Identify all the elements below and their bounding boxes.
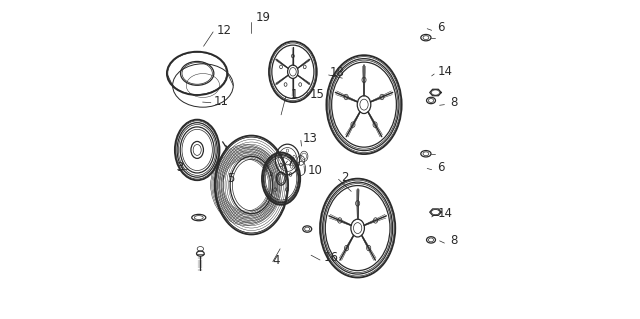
Text: 1: 1: [291, 88, 298, 100]
Text: 13: 13: [303, 132, 318, 145]
Text: 14: 14: [438, 65, 453, 78]
Text: 4: 4: [272, 255, 280, 267]
Text: 7: 7: [287, 156, 294, 168]
Text: 12: 12: [217, 24, 232, 37]
Text: 14: 14: [438, 207, 453, 219]
Text: 18: 18: [330, 66, 344, 79]
Text: 6: 6: [437, 21, 445, 33]
Text: 6: 6: [437, 161, 445, 174]
Text: 19: 19: [255, 11, 270, 24]
Text: 10: 10: [307, 164, 322, 177]
Text: 16: 16: [323, 251, 338, 264]
Text: 15: 15: [310, 88, 324, 100]
Text: 3: 3: [177, 161, 184, 174]
Text: 11: 11: [214, 95, 228, 108]
Text: 8: 8: [450, 96, 457, 109]
Text: 8: 8: [450, 234, 457, 247]
Text: 2: 2: [341, 171, 349, 183]
Text: 5: 5: [227, 172, 234, 184]
